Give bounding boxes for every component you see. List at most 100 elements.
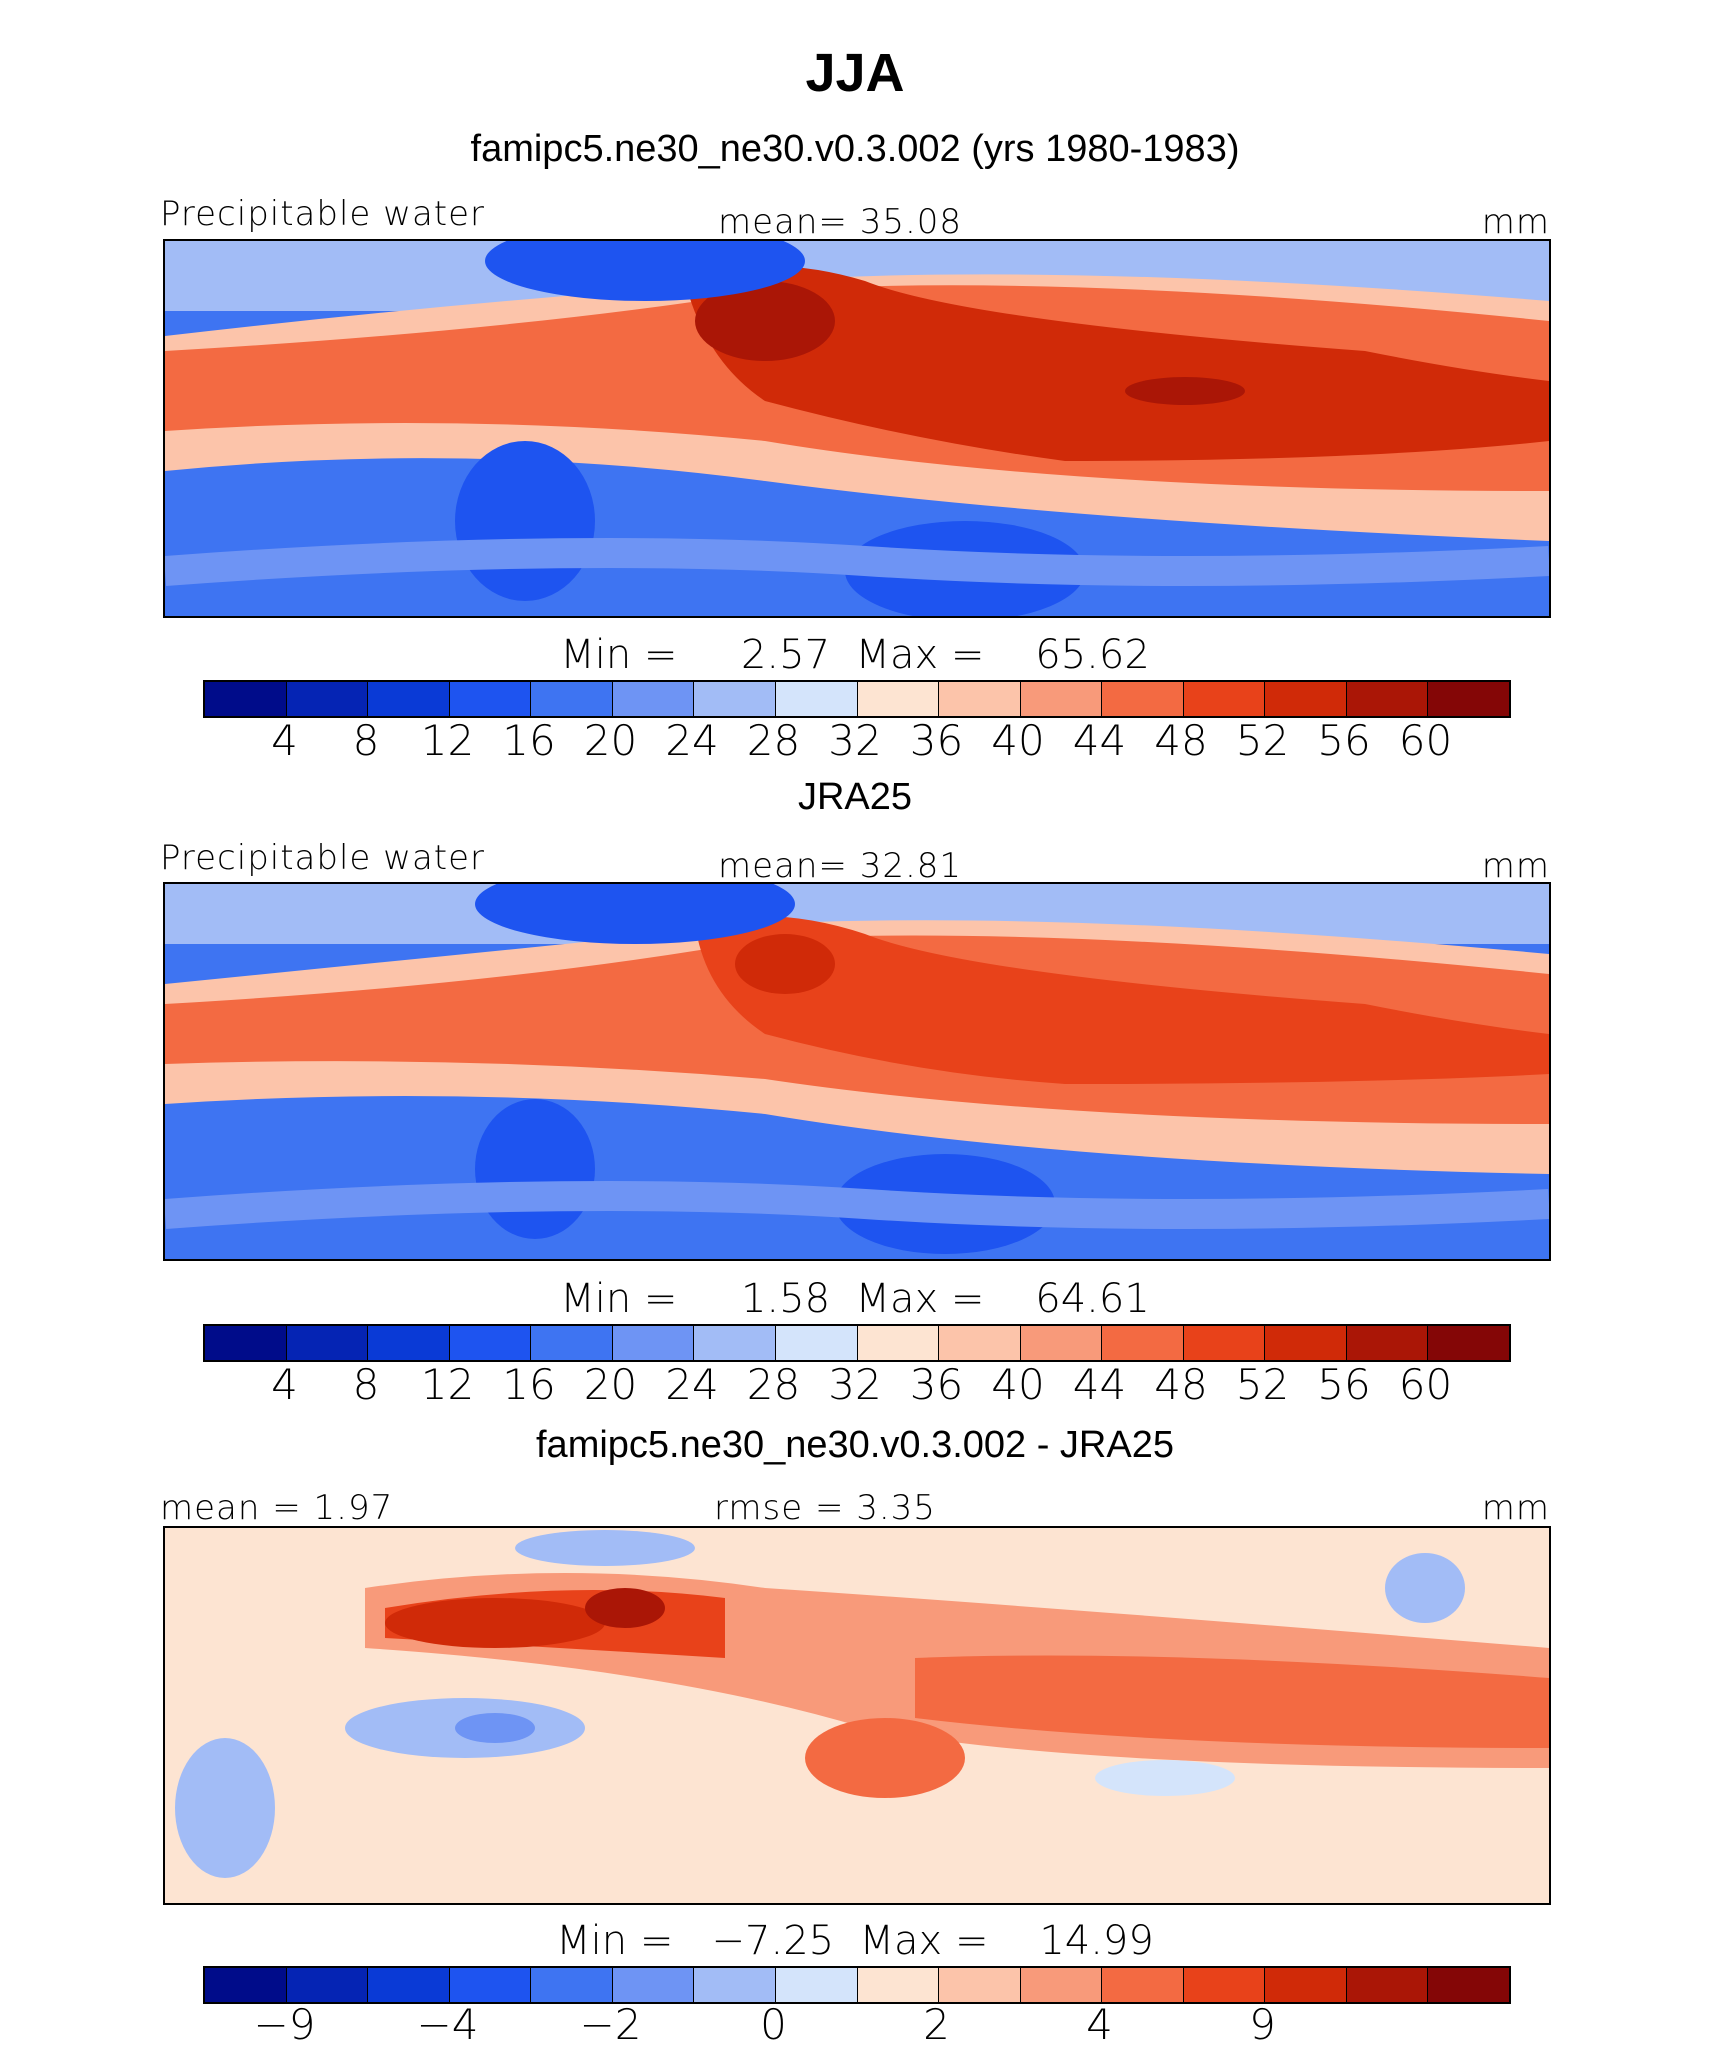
- panel-2-min-max: Min = 1.58 Max = 64.61: [560, 1276, 1150, 1322]
- colorbar-swatch: [1102, 682, 1184, 716]
- panel-3-min-max: Min = −7.25 Max = 14.99: [556, 1918, 1154, 1964]
- panel-1-map: [163, 239, 1551, 618]
- colorbar-swatch: [368, 1326, 450, 1360]
- colorbar-swatch: [449, 682, 532, 716]
- colorbar-swatch: [939, 1968, 1021, 2002]
- colorbar-swatch: [1428, 1968, 1509, 2002]
- colorbar-swatch: [1265, 1326, 1347, 1360]
- colorbar-swatch: [368, 682, 450, 716]
- colorbar-tick-label: 48: [1154, 1360, 1208, 1409]
- colorbar-tick-label: 16: [502, 1360, 556, 1409]
- colorbar-swatch: [775, 1968, 858, 2002]
- colorbar-swatch: [1020, 682, 1103, 716]
- colorbar-tick-label: 32: [828, 716, 882, 765]
- panel-3-colorbar-ticks: −9 −4 −2 0 2 4 9: [203, 2000, 1507, 2050]
- colorbar-swatch: [1428, 1326, 1509, 1360]
- colorbar-tick-label: 40: [991, 716, 1045, 765]
- colorbar-swatch: [694, 1326, 776, 1360]
- colorbar-swatch: [205, 682, 287, 716]
- panel-1-colorbar-ticks: 4 8 12 16 20 24 28 32 36 40 44 48 52 56 60: [203, 716, 1507, 766]
- colorbar-swatch: [1183, 682, 1266, 716]
- panel-2-units-label: mm: [1481, 846, 1550, 886]
- colorbar-tick-label: 4: [271, 716, 298, 765]
- colorbar-tick-label: 36: [909, 1360, 964, 1409]
- colorbar-tick-label: 52: [1235, 1360, 1290, 1409]
- colorbar-tick-label: 8: [352, 1360, 380, 1409]
- colorbar-swatch: [939, 1326, 1021, 1360]
- panel-1-subtitle: famipc5.ne30_ne30.v0.3.002 (yrs 1980-198…: [470, 128, 1240, 170]
- colorbar-tick-label: 9: [1249, 2000, 1276, 2049]
- colorbar-swatch: [612, 1968, 695, 2002]
- colorbar-tick-label: 52: [1235, 716, 1290, 765]
- colorbar-tick-label: 48: [1154, 716, 1208, 765]
- colorbar-swatch: [531, 1326, 613, 1360]
- colorbar-tick-label: 56: [1317, 716, 1371, 765]
- colorbar-tick-label: 28: [746, 1360, 801, 1409]
- colorbar-tick-label: 4: [271, 1360, 298, 1409]
- panel-3-subtitle: famipc5.ne30_ne30.v0.3.002 - JRA25: [536, 1424, 1174, 1466]
- colorbar-swatch: [694, 682, 776, 716]
- panel-2-map-graphic: [165, 884, 1549, 1259]
- colorbar-swatch: [1020, 1968, 1103, 2002]
- colorbar-tick-label: 56: [1317, 1360, 1371, 1409]
- colorbar-tick-label: 20: [583, 1360, 638, 1409]
- colorbar-tick-label: 32: [828, 1360, 882, 1409]
- colorbar-swatch: [205, 1968, 287, 2002]
- colorbar-tick-label: 60: [1398, 716, 1453, 765]
- colorbar-swatch: [286, 1968, 369, 2002]
- colorbar-tick-label: 60: [1398, 1360, 1453, 1409]
- colorbar-swatch: [775, 682, 858, 716]
- colorbar-tick-label: 2: [923, 2000, 950, 2049]
- colorbar-swatch: [1346, 1326, 1429, 1360]
- colorbar-swatch: [1020, 1326, 1103, 1360]
- panel-2-variable-label: Precipitable water: [160, 838, 486, 878]
- colorbar-tick-label: 4: [1086, 2000, 1113, 2049]
- colorbar-swatch: [449, 1968, 532, 2002]
- colorbar-tick-label: 12: [420, 1360, 475, 1409]
- panel-1-variable-label: Precipitable water: [160, 194, 486, 234]
- colorbar-swatch: [1265, 1968, 1347, 2002]
- colorbar-swatch: [1183, 1326, 1266, 1360]
- colorbar-swatch: [368, 1968, 450, 2002]
- colorbar-swatch: [1265, 682, 1347, 716]
- panel-2-mean-label: mean= 32.81: [718, 846, 963, 886]
- colorbar-tick-label: 0: [760, 2000, 787, 2049]
- colorbar-swatch: [857, 1326, 940, 1360]
- colorbar-tick-label: −4: [416, 2000, 479, 2049]
- colorbar-swatch: [449, 1326, 532, 1360]
- panel-1-units-label: mm: [1481, 202, 1550, 242]
- colorbar-tick-label: 24: [665, 716, 719, 765]
- colorbar-swatch: [857, 1968, 940, 2002]
- colorbar-swatch: [612, 682, 695, 716]
- colorbar-tick-label: 40: [991, 1360, 1045, 1409]
- colorbar-swatch: [694, 1968, 776, 2002]
- colorbar-tick-label: 24: [665, 1360, 719, 1409]
- colorbar-swatch: [857, 682, 940, 716]
- colorbar-swatch: [1346, 1968, 1429, 2002]
- colorbar-tick-label: 20: [583, 716, 638, 765]
- colorbar-tick-label: 36: [909, 716, 964, 765]
- colorbar-swatch: [286, 682, 369, 716]
- colorbar-swatch: [1428, 682, 1509, 716]
- panel-3-rmse-label: rmse = 3.35: [714, 1488, 936, 1528]
- colorbar-tick-label: −2: [579, 2000, 642, 2049]
- colorbar-tick-label: 8: [352, 716, 380, 765]
- colorbar-swatch: [286, 1326, 369, 1360]
- panel-1-mean-label: mean= 35.08: [718, 202, 963, 242]
- colorbar-swatch: [205, 1326, 287, 1360]
- panel-2-map: [163, 882, 1551, 1261]
- panel-3-mean-label: mean = 1.97: [160, 1488, 394, 1528]
- colorbar-tick-label: 44: [1072, 1360, 1127, 1409]
- figure-title: JJA: [805, 43, 905, 103]
- panel-3-units-label: mm: [1481, 1488, 1550, 1528]
- colorbar-swatch: [531, 1968, 613, 2002]
- colorbar-swatch: [1102, 1968, 1184, 2002]
- panel-3-map-graphic: [165, 1528, 1549, 1903]
- colorbar-swatch: [1346, 682, 1429, 716]
- panel-1-map-graphic: [165, 241, 1549, 616]
- colorbar-swatch: [612, 1326, 695, 1360]
- panel-3-map: [163, 1526, 1551, 1905]
- panel-1-colorbar: [203, 680, 1511, 718]
- colorbar-tick-label: 28: [746, 716, 801, 765]
- colorbar-swatch: [939, 682, 1021, 716]
